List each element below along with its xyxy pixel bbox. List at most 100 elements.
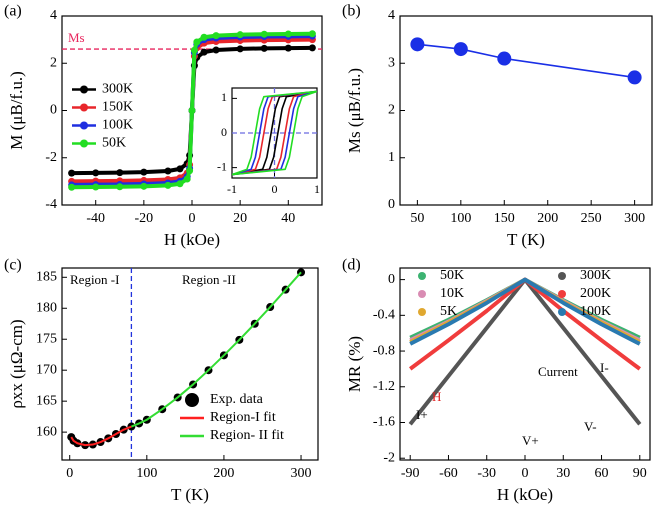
data-point <box>236 45 244 53</box>
x-tick-label: 250 <box>581 211 602 226</box>
data-point <box>212 46 220 54</box>
y-tick-label: 4 <box>50 8 57 23</box>
annotation: V- <box>584 419 597 434</box>
legend-label: 200K <box>580 286 611 301</box>
annotation: H <box>432 389 441 404</box>
x-tick-label: 0 <box>522 466 529 481</box>
data-point <box>453 42 468 57</box>
x-tick-label: -20 <box>135 211 154 226</box>
legend-marker <box>558 308 566 316</box>
reference-label: Ms <box>68 30 85 45</box>
x-tick-label: 20 <box>233 211 247 226</box>
data-point <box>92 183 100 191</box>
plot-frame <box>399 15 653 206</box>
y-tick-label: -0.4 <box>373 308 395 323</box>
series-line <box>232 90 317 176</box>
annotation: V+ <box>522 433 539 448</box>
data-point <box>193 38 201 46</box>
y-tick-label: -1 <box>217 159 227 173</box>
x-tick-label: -60 <box>439 466 458 481</box>
data-point <box>190 46 198 54</box>
y-tick-label: 165 <box>36 393 57 408</box>
y-tick-label: 175 <box>36 331 57 346</box>
legend-marker <box>558 290 566 298</box>
y-tick-label: 0 <box>50 103 57 118</box>
x-tick-label: -30 <box>477 466 496 481</box>
series-group <box>232 90 317 176</box>
legend-label: Region-I fit <box>210 410 276 425</box>
x-tick-label: 300 <box>624 211 645 226</box>
panel: 0 100 200 300 160 165 170 175 180 185 T (K) ρxx (μΩ… <box>4 257 319 504</box>
series-group <box>408 277 642 426</box>
legend-marker <box>80 103 88 112</box>
legend-marker <box>80 85 88 94</box>
legend-label: Region- II fit <box>210 428 284 443</box>
legend-label: 50K <box>102 136 126 151</box>
data-point <box>116 169 124 177</box>
series-line <box>232 90 317 176</box>
data-point <box>284 44 292 52</box>
data-point <box>308 30 316 38</box>
y-tick-label: 3 <box>388 55 395 70</box>
series-line <box>417 43 635 79</box>
data-point <box>68 183 76 191</box>
y-tick-label: 185 <box>36 270 57 285</box>
x-tick-label: 200 <box>213 466 234 481</box>
panel: -1 0 1 -1 0 1 <box>217 87 320 196</box>
y-tick-label: 0 <box>221 125 227 139</box>
data-point <box>116 183 124 191</box>
y-axis-label: ρxx (μΩ-cm) <box>7 319 26 408</box>
x-tick-label: 50 <box>410 211 424 226</box>
data-point <box>176 165 184 173</box>
data-point <box>308 44 316 52</box>
x-axis-label: H (kOe) <box>497 485 553 504</box>
legend-marker <box>418 290 426 298</box>
y-tick-label: 170 <box>36 362 57 377</box>
y-tick-label: -2 <box>383 450 395 465</box>
annotation: Region -I <box>70 272 119 287</box>
data-point <box>260 44 268 52</box>
data-point <box>284 30 292 38</box>
y-tick-label: -2 <box>45 150 57 165</box>
series-group <box>410 37 642 85</box>
x-axis-label: T (K) <box>171 485 209 504</box>
x-axis-label: T (K) <box>507 230 545 249</box>
data-point <box>92 169 100 177</box>
series-line <box>232 90 317 176</box>
data-point <box>410 37 425 52</box>
x-tick-label: 300 <box>291 466 312 481</box>
y-tick-label: 180 <box>36 300 57 315</box>
plot-frame <box>399 267 651 461</box>
y-tick-label: -1.6 <box>373 415 395 430</box>
legend-label: 50K <box>440 268 464 283</box>
data-point <box>183 175 191 183</box>
annotation: I- <box>600 360 609 375</box>
x-tick-label: 0 <box>66 466 73 481</box>
data-point <box>176 180 184 188</box>
y-tick-label: -4 <box>45 197 57 212</box>
x-tick-label: 90 <box>633 466 647 481</box>
x-tick-label: 200 <box>537 211 558 226</box>
data-point <box>140 182 148 190</box>
x-tick-label: -90 <box>401 466 420 481</box>
y-axis-label: M (μB/f.u.) <box>7 71 26 150</box>
x-tick-label: 100 <box>450 211 471 226</box>
legend-label: 300K <box>102 82 133 97</box>
legend-marker <box>80 139 88 148</box>
panel: 50 100 150 200 250 300 0 1 2 3 4 T (K) Ms (μB/f.u.) (… <box>342 3 653 249</box>
legend-marker <box>418 272 426 280</box>
data-point <box>140 168 148 176</box>
data-point <box>186 167 194 175</box>
annotation: I+ <box>416 407 428 422</box>
data-point <box>164 167 172 175</box>
x-tick-label: 1 <box>314 182 320 196</box>
panel-label: (b) <box>342 3 361 20</box>
y-tick-label: -0.8 <box>373 343 395 358</box>
legend-label: 150K <box>102 100 133 115</box>
data-point <box>260 30 268 38</box>
data-point <box>68 169 76 177</box>
y-tick-label: 2 <box>50 55 57 70</box>
y-tick-label: 0 <box>388 272 395 287</box>
x-tick-label: 150 <box>494 211 515 226</box>
y-tick-label: 1 <box>221 90 227 104</box>
